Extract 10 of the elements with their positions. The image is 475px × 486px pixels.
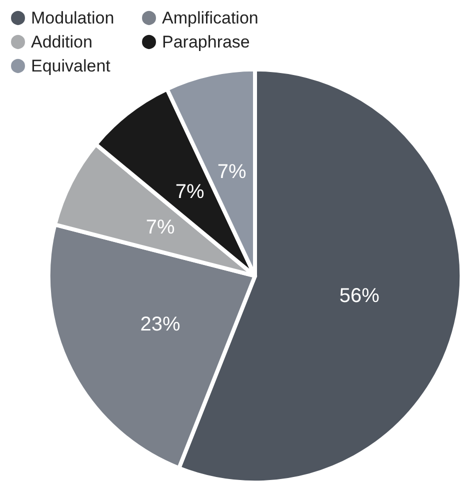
- data-label: 7%: [217, 161, 246, 184]
- legend-label: Paraphrase: [162, 32, 250, 52]
- data-label: 56%: [339, 284, 380, 307]
- legend-label: Equivalent: [31, 56, 111, 76]
- legend-label: Modulation: [31, 8, 114, 28]
- legend-label: Amplification: [162, 8, 258, 28]
- data-label: 23%: [140, 313, 181, 336]
- legend-label: Addition: [31, 32, 92, 52]
- data-label: 7%: [175, 180, 205, 203]
- data-label: 7%: [146, 216, 175, 239]
